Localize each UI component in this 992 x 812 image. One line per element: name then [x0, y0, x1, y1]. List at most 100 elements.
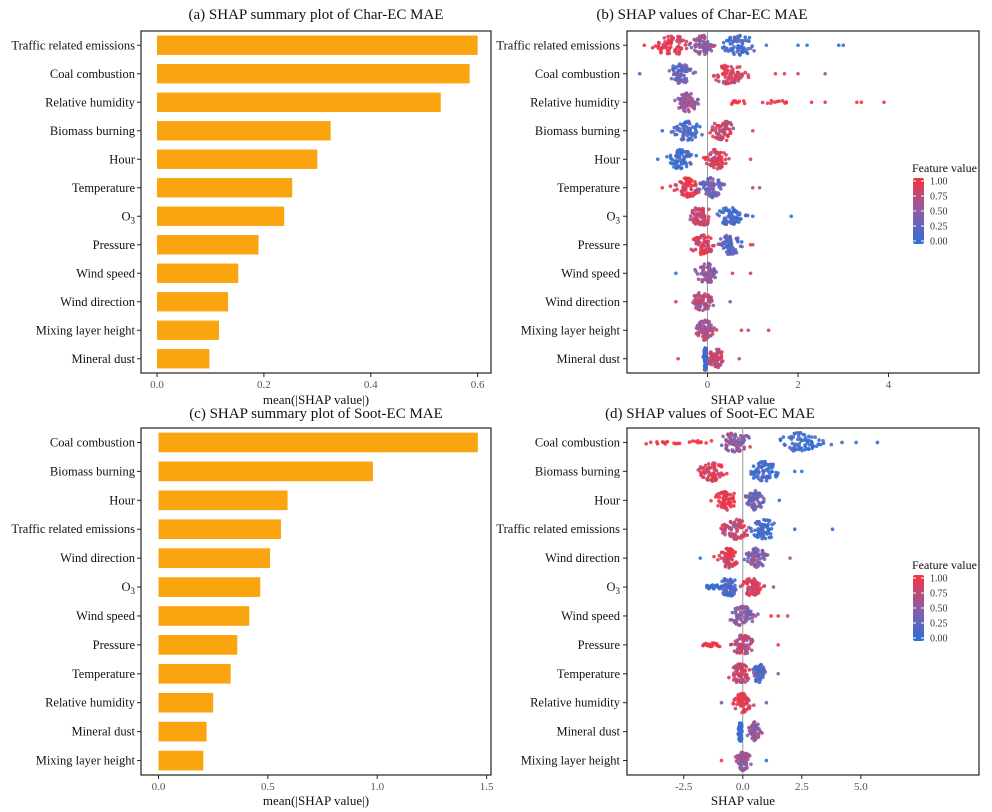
shap-point	[686, 97, 690, 102]
shap-point	[706, 474, 711, 478]
shap-point	[750, 471, 755, 476]
shap-point	[755, 732, 759, 737]
shap-point	[725, 244, 729, 249]
shap-point	[744, 528, 749, 533]
shap-point	[679, 99, 683, 103]
shap-point	[691, 216, 696, 220]
shap-point	[703, 217, 707, 222]
shap-point	[697, 38, 702, 43]
shap-point	[729, 102, 734, 106]
shap-point	[709, 163, 714, 168]
shap-point	[711, 134, 715, 139]
shap-point	[644, 442, 648, 446]
shap-point	[733, 583, 737, 588]
shap-point	[677, 64, 681, 68]
shap-point	[740, 42, 745, 47]
shap-point	[744, 636, 748, 641]
shap-point	[728, 642, 733, 647]
shap-point	[774, 470, 778, 475]
shap-point	[738, 753, 743, 758]
shap-point	[728, 492, 733, 497]
shap-point	[803, 436, 808, 440]
shap-point	[709, 439, 714, 443]
shap-point	[672, 441, 676, 445]
shap-point	[669, 76, 674, 81]
shap-point	[733, 432, 738, 437]
shap-point	[735, 643, 740, 647]
shap-point	[749, 762, 753, 767]
shap-point	[687, 191, 692, 196]
shap-point	[673, 132, 677, 137]
y-tick-label: Traffic related emissions	[496, 522, 620, 536]
shap-point	[775, 99, 779, 104]
shap-point	[745, 559, 750, 564]
shap-point	[709, 48, 714, 53]
legend-title: Feature value	[912, 558, 977, 572]
shap-point	[742, 610, 746, 615]
shap-point	[738, 34, 742, 38]
shap-point	[678, 37, 682, 42]
shap-point	[711, 461, 715, 465]
shap-point	[806, 447, 811, 452]
shap-point	[697, 50, 701, 55]
y-tick-label: Temperature	[72, 181, 135, 195]
shap-point	[712, 243, 716, 248]
shap-point	[698, 124, 702, 129]
shap-point	[734, 523, 739, 527]
bar	[157, 35, 478, 55]
shap-point	[653, 44, 658, 48]
shap-point	[660, 128, 665, 133]
shap-point	[735, 638, 740, 642]
shap-point	[722, 151, 726, 155]
shap-point	[776, 671, 780, 676]
shap-point	[682, 106, 687, 110]
shap-point	[855, 100, 859, 105]
shap-point	[751, 667, 755, 672]
shap-point	[687, 42, 691, 47]
y-tick-label: Pressure	[93, 638, 136, 652]
shap-point	[681, 189, 686, 194]
shap-point	[765, 468, 770, 473]
y-tick-label: Relative humidity	[45, 696, 136, 710]
shap-point	[692, 37, 696, 42]
shap-point	[747, 668, 752, 672]
y-tick-label: Biomass burning	[535, 124, 621, 138]
shap-point	[683, 109, 687, 114]
shap-point	[882, 100, 886, 105]
shap-point	[692, 106, 696, 111]
shap-point	[749, 648, 754, 653]
shap-point	[696, 277, 701, 282]
shap-point	[718, 475, 722, 479]
shap-point	[706, 277, 710, 281]
shap-point	[704, 328, 709, 332]
shap-point	[666, 34, 670, 39]
shap-point	[715, 361, 719, 366]
shap-point	[696, 468, 701, 472]
shap-point	[747, 592, 752, 597]
shap-point	[674, 271, 678, 276]
shap-point	[774, 475, 778, 479]
shap-point	[755, 672, 760, 677]
shap-point	[718, 166, 723, 170]
shap-point	[663, 40, 667, 44]
shap-point	[719, 758, 724, 763]
shap-point	[733, 706, 738, 711]
shap-point	[753, 491, 757, 496]
shap-point	[679, 66, 684, 70]
shap-point	[755, 497, 759, 501]
plot-frame	[626, 30, 980, 374]
x-axis-label: mean(|SHAP value|)	[263, 793, 369, 808]
shap-point	[720, 350, 724, 354]
shap-point	[682, 155, 686, 159]
shap-point	[773, 71, 778, 76]
shap-point	[758, 493, 763, 498]
shap-point	[750, 185, 755, 190]
shap-point	[761, 665, 766, 670]
shap-point	[716, 124, 721, 128]
shap-point	[725, 508, 729, 512]
shap-point	[700, 334, 705, 339]
shap-point	[751, 579, 755, 583]
colorbar-tick-label: 0.00	[930, 237, 948, 248]
x-tick-label: 5.0	[854, 781, 868, 793]
y-tick-label: Mixing layer height	[36, 754, 136, 768]
